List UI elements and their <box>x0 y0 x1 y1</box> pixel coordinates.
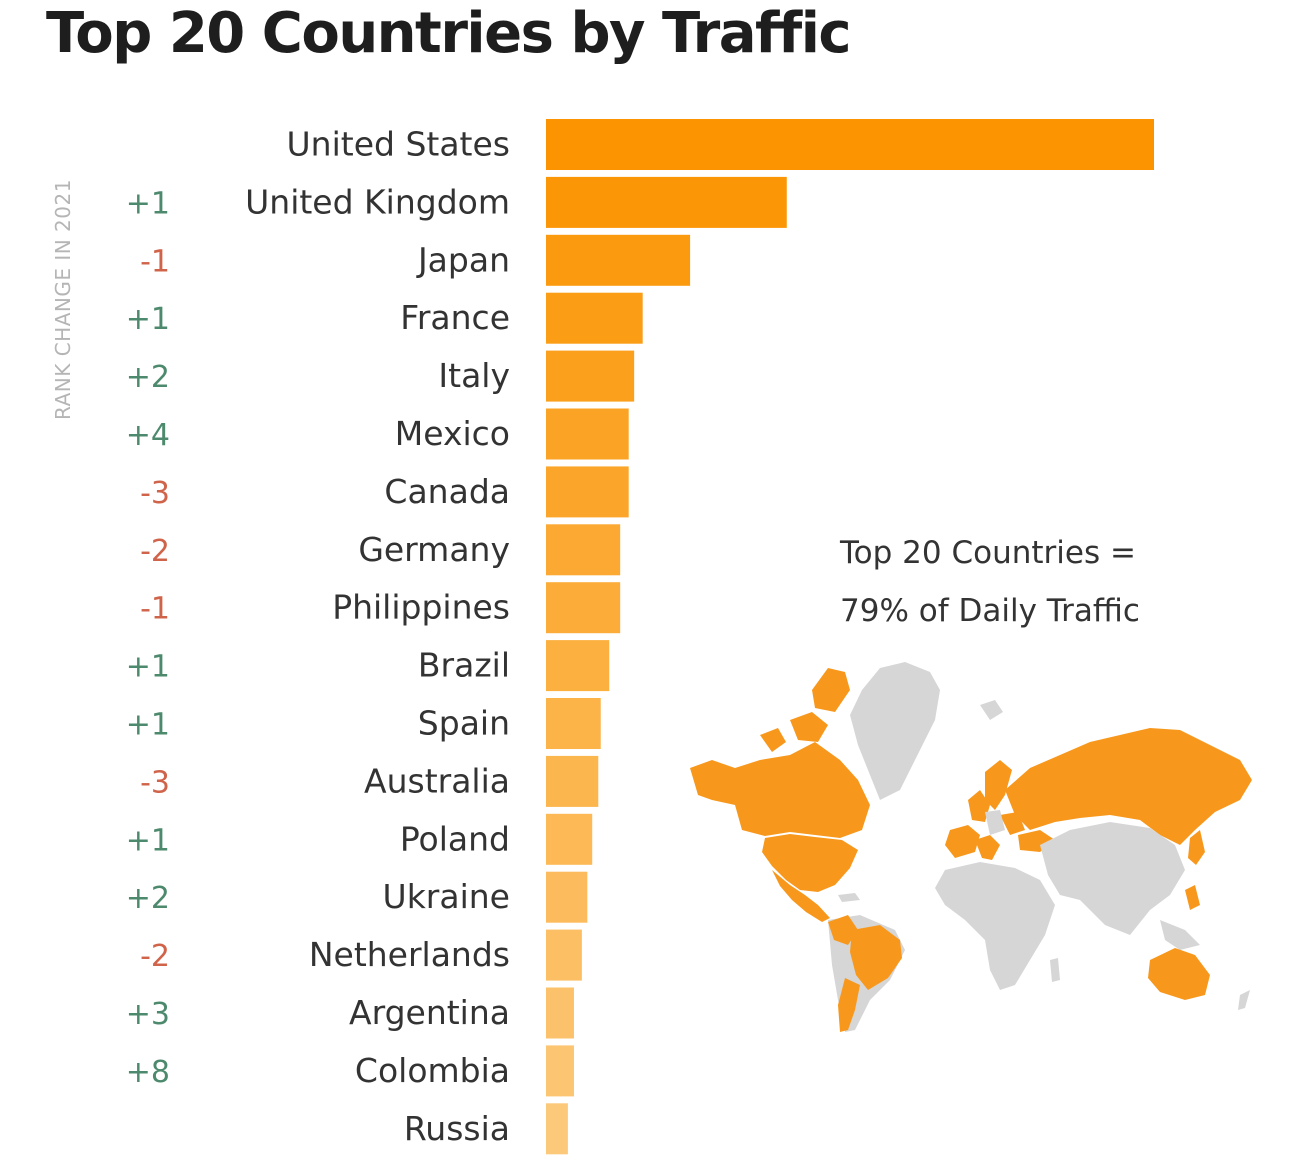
country-label: Philippines <box>332 588 510 627</box>
bar <box>546 292 643 344</box>
bar <box>546 987 574 1039</box>
country-label: Russia <box>404 1109 510 1148</box>
rank-change-label: -3 <box>140 765 170 800</box>
country-label: Ukraine <box>383 877 510 916</box>
rank-change-label: +2 <box>126 360 170 395</box>
country-label: Japan <box>416 240 510 279</box>
country-label: Mexico <box>395 414 510 453</box>
bar <box>546 119 1154 170</box>
rank-change-label: -1 <box>140 592 170 627</box>
country-label: France <box>400 298 510 337</box>
bar <box>546 176 787 228</box>
bar <box>546 640 610 692</box>
rank-change-label: -2 <box>140 534 170 569</box>
summary-line-2: 79% of Daily Traffic <box>840 593 1140 629</box>
country-label: Netherlands <box>309 935 510 974</box>
country-label: Spain <box>418 704 510 743</box>
summary-line-1: Top 20 Countries = <box>839 535 1136 571</box>
country-label: United States <box>287 125 510 164</box>
rank-change-label: +4 <box>126 418 170 453</box>
rank-change-label: -3 <box>140 476 170 511</box>
bar <box>546 466 629 518</box>
bar <box>546 698 601 749</box>
bar <box>546 813 593 865</box>
bar <box>546 1045 574 1097</box>
rank-change-label: +1 <box>126 186 170 221</box>
rank-change-label: +1 <box>126 823 170 858</box>
country-label: Poland <box>400 819 510 858</box>
country-label: United Kingdom <box>245 182 510 221</box>
country-label: Canada <box>384 472 510 511</box>
country-label: Colombia <box>355 1051 510 1090</box>
rank-change-group: +1 -1 +1 +2 +4 -3 -2 -1 +1 +1 -3 +1 +2 -2 +3 +8 <box>126 186 170 1090</box>
rank-change-label: +1 <box>126 708 170 743</box>
bar <box>546 524 621 576</box>
country-label: Italy <box>438 356 510 395</box>
rank-change-label: -1 <box>140 244 170 279</box>
bar <box>546 408 629 460</box>
country-label: Argentina <box>349 993 510 1032</box>
world-map-icon <box>690 662 1252 1032</box>
rank-change-label: +1 <box>126 302 170 337</box>
rank-change-label: +2 <box>126 881 170 916</box>
rank-change-label: -2 <box>140 939 170 974</box>
bar <box>546 1103 568 1155</box>
bar-group <box>546 119 1154 1155</box>
rank-change-axis-label: RANK CHANGE IN 2021 <box>51 179 75 420</box>
country-label: Brazil <box>418 646 510 685</box>
bar <box>546 234 691 286</box>
bar <box>546 755 599 807</box>
country-label: Germany <box>358 530 510 569</box>
bar <box>546 929 582 981</box>
bar <box>546 582 621 634</box>
bar <box>546 871 588 923</box>
rank-change-label: +8 <box>126 1055 170 1090</box>
bar <box>546 350 635 402</box>
rank-change-label: +3 <box>126 997 170 1032</box>
country-label-group: United States United Kingdom Japan France It… <box>245 125 510 1148</box>
rank-change-label: +1 <box>126 650 170 685</box>
chart-title: Top 20 Countries by Traffic <box>46 1 852 66</box>
country-label: Australia <box>364 761 510 800</box>
